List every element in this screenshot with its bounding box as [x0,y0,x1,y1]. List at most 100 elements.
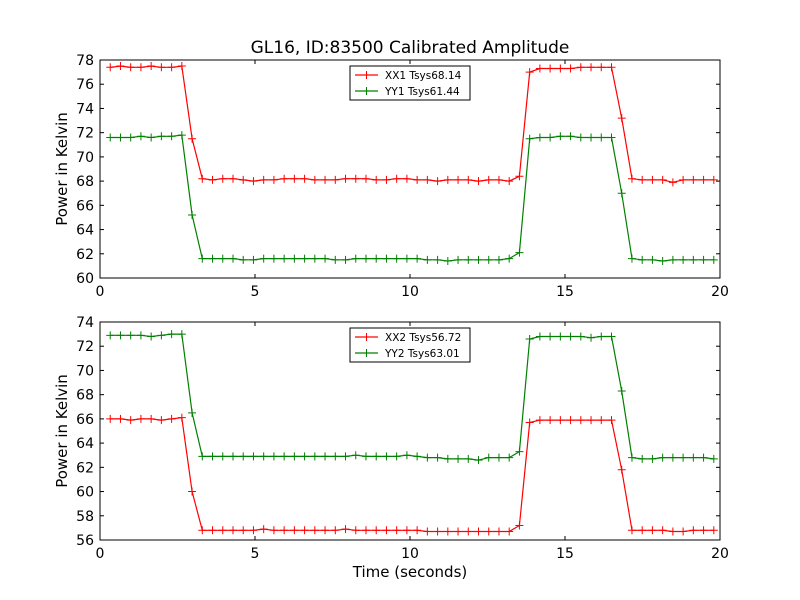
data-point [668,527,677,536]
data-point [494,175,503,184]
data-point [280,254,289,263]
data-point [638,255,647,264]
x-tick-label: 5 [251,284,260,300]
data-point [310,254,319,263]
data-point [300,526,309,535]
data-point [392,254,401,263]
top-subplot: 0 5 10 15 20 60 62 64 66 68 70 72 74 76 78 Power in Kel… [53,53,729,300]
data-point [331,175,340,184]
data-point [208,526,217,535]
data-point [709,175,718,184]
y-tick-label: 78 [76,53,94,69]
data-point [126,133,135,142]
data-point [587,133,596,142]
data-point [402,451,411,460]
data-point [474,255,483,264]
y-tick-label: 74 [76,101,94,117]
data-point [515,447,524,456]
data-point [351,174,360,183]
data-point [382,175,391,184]
data-point [607,133,616,142]
data-point [402,174,411,183]
legend-label: XX1 Tsys68.14 [385,70,462,82]
data-point [361,452,370,461]
y-tick-label: 68 [76,388,94,404]
data-point [290,254,299,263]
x-tick-label: 0 [96,284,105,300]
plot-frame [99,59,721,279]
data-point [136,63,145,72]
data-point [126,63,135,72]
data-point [228,174,237,183]
x-axis-label: Time (seconds) [352,563,468,581]
data-point [188,487,197,496]
x-tick-label: 20 [711,284,729,300]
x-tick-label: 15 [556,546,574,562]
legend-box [349,327,471,363]
data-point [556,332,565,341]
data-point [709,526,718,535]
data-point [525,68,534,77]
data-point [372,452,381,461]
data-point [658,257,667,266]
data-point [218,254,227,263]
data-point [505,527,514,536]
data-point [638,454,647,463]
y-tick-label: 60 [76,485,94,501]
data-point [525,334,534,343]
data-point [321,452,330,461]
data-point [607,416,616,425]
data-point [239,452,248,461]
data-point [300,174,309,183]
data-point [177,131,186,140]
data-point [617,189,626,198]
legend-label: YY1 Tsys61.44 [384,86,460,98]
data-point [413,175,422,184]
data-point [627,453,636,462]
legend-marker [362,349,371,357]
data-point [300,452,309,461]
data-point [382,526,391,535]
data-point [239,526,248,535]
data-point [310,452,319,461]
data-point [331,255,340,264]
x-tick-label: 0 [96,546,105,562]
data-point [535,133,544,142]
y-tick-label: 58 [76,509,94,525]
data-point [259,525,268,534]
data-point [341,174,350,183]
data-point [454,255,463,264]
data-point [464,454,473,463]
data-point [208,175,217,184]
data-point [679,175,688,184]
y-tick-label: 56 [76,533,94,549]
data-point [372,175,381,184]
data-point [177,62,186,71]
data-point [157,331,166,340]
data-point [228,526,237,535]
data-point [638,175,647,184]
data-point [167,132,176,141]
data-point [546,416,555,425]
data-point [147,62,156,71]
data-point [259,175,268,184]
data-point [484,527,493,536]
data-point [515,248,524,257]
data-point [627,526,636,535]
data-point [218,452,227,461]
data-point [259,254,268,263]
data-point [505,177,514,186]
data-point [300,254,309,263]
data-point [269,526,278,535]
data-point [228,254,237,263]
data-point [535,416,544,425]
data-point [188,134,197,143]
data-point [116,133,125,142]
data-point [679,453,688,462]
data-point [249,177,258,186]
data-point [116,414,125,423]
data-point [443,175,452,184]
data-point [709,255,718,264]
data-point [341,452,350,461]
data-point [515,521,524,530]
